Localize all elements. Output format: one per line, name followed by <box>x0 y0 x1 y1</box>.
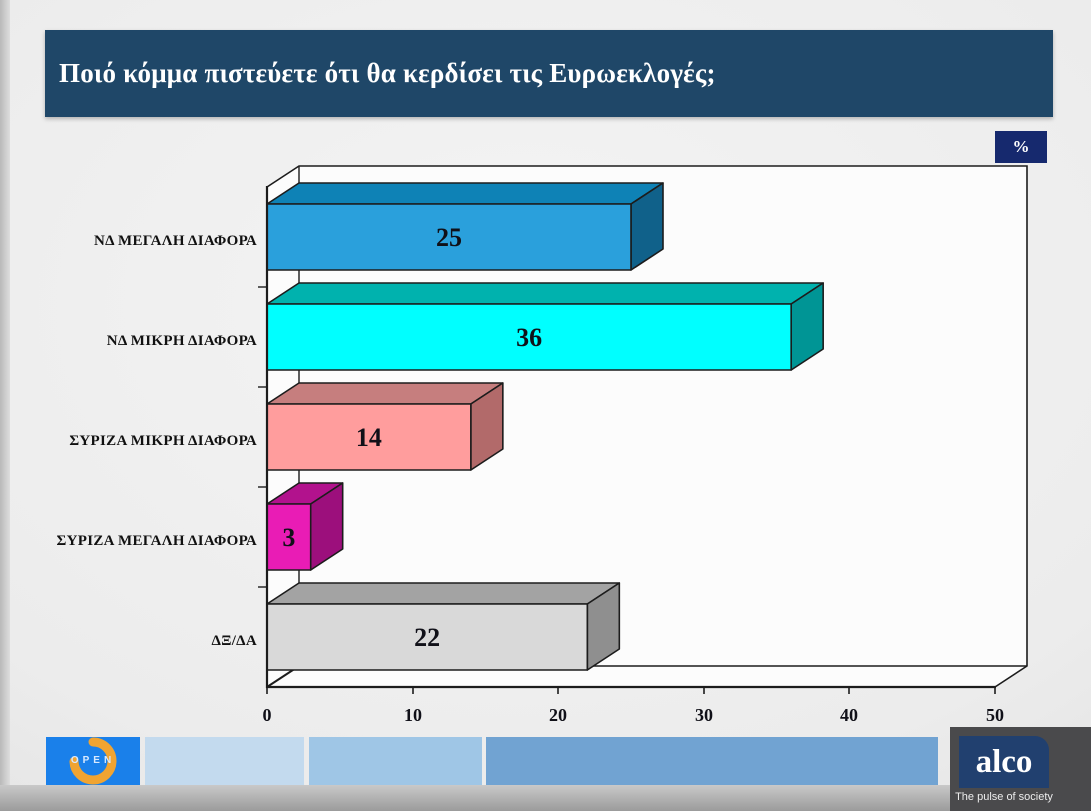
x-tick-label: 0 <box>263 705 272 725</box>
bar <box>266 582 621 671</box>
footer-strip <box>309 737 482 785</box>
plot-frame <box>266 165 1028 688</box>
x-tick-label: 20 <box>549 705 567 725</box>
slide-left-edge <box>0 0 10 811</box>
x-axis-ticks <box>266 687 996 694</box>
bar-value-label: 3 <box>282 523 295 552</box>
footer-strip <box>486 737 938 785</box>
percent-unit-badge: % <box>995 131 1047 163</box>
bar-value-label: 22 <box>414 623 440 652</box>
alco-tagline: The pulse of society <box>955 791 1053 803</box>
open-logo-arc-icon <box>69 737 117 785</box>
bar <box>266 482 344 571</box>
bar-value-label: 14 <box>356 423 382 452</box>
category-label: ΣΥΡΙΖΑ ΜΕΓΑΛΗ ΔΙΑΦΟΡΑ <box>57 533 257 549</box>
bar-value-label: 25 <box>436 223 462 252</box>
open-logo-text: OPEN <box>70 755 116 766</box>
category-label: ΔΞ/ΔΑ <box>212 633 257 649</box>
category-label: ΝΔ ΜΙΚΡΗ ΔΙΑΦΟΡΑ <box>107 333 257 349</box>
footer-strip <box>145 737 304 785</box>
y-axis-ticks <box>258 286 267 588</box>
bar-value-label: 36 <box>516 323 542 352</box>
category-label: ΣΥΡΙΖΑ ΜΙΚΡΗ ΔΙΑΦΟΡΑ <box>69 433 257 449</box>
bar <box>266 182 664 271</box>
alco-logo: alco The pulse of society <box>950 727 1091 811</box>
bar <box>266 282 824 371</box>
bottom-gradient-band <box>0 785 1091 811</box>
x-tick-label: 40 <box>840 705 858 725</box>
alco-logo-box: alco <box>959 736 1049 788</box>
title-bar: Ποιό κόμμα πιστεύετε ότι θα κερδίσει τις… <box>45 30 1053 117</box>
x-tick-label: 30 <box>695 705 713 725</box>
bar <box>266 382 504 471</box>
open-logo: OPEN <box>46 737 140 785</box>
x-tick-label: 50 <box>986 705 1004 725</box>
category-label: ΝΔ ΜΕΓΑΛΗ ΔΙΑΦΟΡΑ <box>94 233 257 249</box>
bars-layer <box>266 182 824 671</box>
page-title: Ποιό κόμμα πιστεύετε ότι θα κερδίσει τις… <box>59 58 716 88</box>
alco-logo-text: alco <box>975 743 1033 780</box>
x-tick-label: 10 <box>404 705 422 725</box>
